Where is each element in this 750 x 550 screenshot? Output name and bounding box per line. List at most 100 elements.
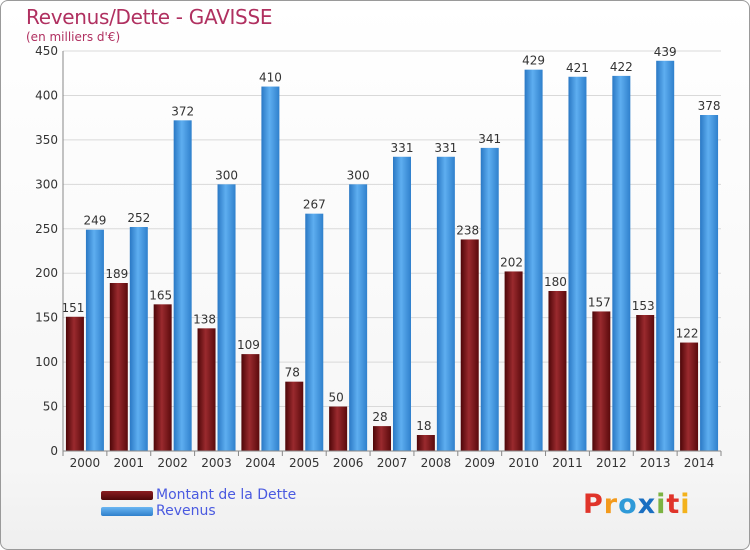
x-tick-label: 2012 — [596, 456, 627, 470]
data-label-revenue: 249 — [83, 214, 106, 228]
axes: 0 50 100 150 200 250 300 350 400 450 2000 2001 2002 2… — [35, 44, 722, 470]
x-tick-label: 2011 — [552, 456, 583, 470]
data-label-debt: 28 — [372, 410, 387, 424]
bar-revenue — [656, 60, 675, 452]
data-label-revenue: 410 — [259, 71, 282, 85]
data-label-revenue: 331 — [391, 141, 414, 155]
bar-debt — [197, 328, 216, 451]
x-tick-label: 2007 — [377, 456, 408, 470]
y-tick-label: 50 — [43, 400, 58, 414]
data-label-debt: 18 — [416, 419, 431, 433]
data-label-debt: 122 — [676, 327, 699, 341]
bar-debt — [285, 381, 304, 451]
x-tick-label: 2014 — [684, 456, 715, 470]
bar-revenue — [436, 156, 455, 451]
y-tick-label: 100 — [35, 355, 58, 369]
data-label-debt: 151 — [61, 301, 84, 315]
data-label-debt: 78 — [285, 366, 300, 380]
data-label-debt: 202 — [500, 255, 523, 269]
logo-letter: i — [656, 489, 667, 520]
logo-letter: o — [618, 489, 638, 520]
data-label-revenue: 422 — [610, 60, 633, 74]
x-tick-label: 2003 — [201, 456, 232, 470]
data-label-debt: 165 — [149, 288, 172, 302]
chart-subtitle: (en milliers d'€) — [26, 30, 121, 44]
x-tick-label: 2000 — [70, 456, 101, 470]
x-tick-label: 2005 — [289, 456, 320, 470]
data-label-revenue: 252 — [127, 211, 150, 225]
x-tick-label: 2006 — [333, 456, 364, 470]
bar-revenue — [393, 156, 411, 451]
bar-debt — [416, 435, 435, 451]
data-label-debt: 138 — [193, 312, 216, 326]
y-tick-label: 0 — [50, 444, 58, 458]
logo-letter: P — [583, 489, 604, 520]
bar-revenue — [129, 227, 148, 451]
bar-revenue — [305, 213, 324, 451]
x-tick-label: 2009 — [464, 456, 495, 470]
bars — [65, 60, 719, 452]
data-label-revenue: 300 — [347, 168, 370, 182]
bar-debt — [153, 304, 172, 451]
data-label-debt: 189 — [105, 267, 128, 281]
x-tick-label: 2008 — [421, 456, 452, 470]
bar-debt — [373, 426, 391, 451]
bar-revenue — [85, 229, 104, 451]
logo-letter: t — [666, 489, 681, 520]
logo-letter: x — [637, 489, 657, 520]
x-tick-label: 2002 — [157, 456, 188, 470]
data-label-debt: 153 — [632, 299, 655, 313]
data-label-debt: 157 — [588, 295, 611, 309]
legend-label-debt: Montant de la Dette — [156, 487, 297, 503]
data-label-revenue: 341 — [478, 132, 501, 146]
data-label-revenue: 372 — [171, 104, 194, 118]
y-tick-label: 350 — [35, 133, 58, 147]
data-label-revenue: 300 — [215, 168, 238, 182]
logo-letter: r — [603, 489, 619, 520]
bar-debt — [504, 271, 523, 451]
bar-debt — [241, 354, 260, 451]
legend-label-revenue: Revenus — [156, 503, 216, 519]
data-label-revenue: 439 — [654, 45, 677, 59]
x-tick-label: 2004 — [245, 456, 276, 470]
y-tick-label: 200 — [35, 266, 58, 280]
data-label-revenue: 429 — [522, 54, 545, 68]
chart-title: Revenus/Dette - GAVISSE — [26, 5, 273, 29]
y-tick-label: 300 — [35, 177, 58, 191]
bar-debt — [109, 283, 128, 451]
data-label-revenue: 378 — [698, 99, 721, 113]
data-label-debt: 238 — [456, 223, 479, 237]
bar-debt — [592, 311, 611, 451]
bar-debt — [636, 315, 655, 451]
bar-revenue — [217, 184, 236, 452]
y-tick-label: 450 — [35, 44, 58, 58]
bar-revenue — [568, 76, 587, 452]
data-label-debt: 180 — [544, 275, 567, 289]
bar-debt — [680, 342, 699, 451]
data-label-debt: 109 — [237, 338, 260, 352]
bar-debt — [460, 239, 479, 451]
bar-revenue — [700, 115, 719, 451]
logo-letter: i — [680, 489, 691, 520]
bar-revenue — [173, 120, 192, 451]
proxiti-logo: Proxiti — [583, 489, 691, 520]
y-tick-label: 250 — [35, 222, 58, 236]
data-label-revenue: 421 — [566, 61, 589, 75]
data-labels: 151 249 189 252 165 372 138 300 109 410 78 267 50 300… — [61, 45, 720, 433]
bar-debt — [329, 406, 348, 451]
legend-swatch-debt — [101, 491, 153, 500]
data-label-revenue: 267 — [303, 198, 326, 212]
x-tick-label: 2013 — [640, 456, 671, 470]
bar-revenue — [612, 75, 631, 451]
bar-revenue — [480, 147, 499, 451]
data-label-debt: 50 — [328, 391, 343, 405]
bar-debt — [548, 291, 567, 451]
x-tick-label: 2001 — [114, 456, 145, 470]
bar-revenue — [524, 69, 543, 452]
y-tick-label: 150 — [35, 311, 58, 325]
x-tick-label: 2010 — [508, 456, 539, 470]
bar-debt — [65, 316, 84, 451]
bar-revenue — [349, 184, 368, 452]
